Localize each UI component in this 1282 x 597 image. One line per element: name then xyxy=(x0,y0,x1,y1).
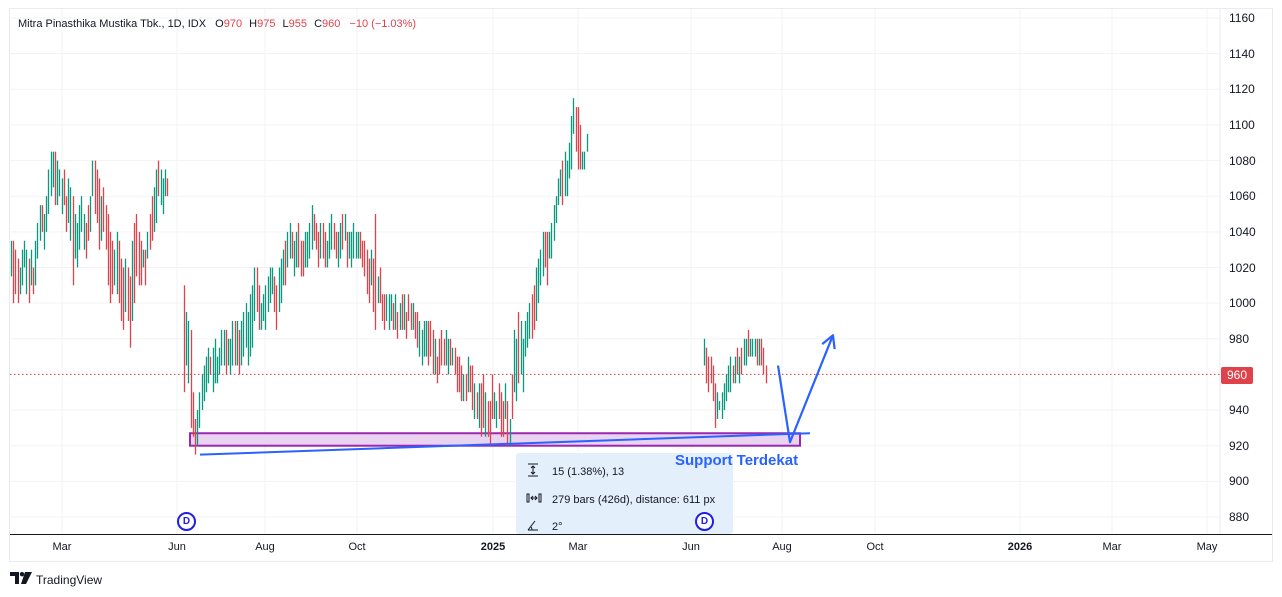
measure-price-text: 15 (1.38%), 13 xyxy=(552,465,625,478)
measure-angle-text: 2° xyxy=(552,520,563,533)
support-zone xyxy=(189,432,801,447)
horizontal-range-icon xyxy=(526,492,542,507)
dividend-marker[interactable]: D xyxy=(177,512,196,531)
close-label: C xyxy=(314,18,323,30)
angle-icon xyxy=(526,519,540,534)
time-tick-label: Oct xyxy=(866,541,884,553)
price-tick-label: 1080 xyxy=(1229,153,1256,168)
price-tick-label: 1160 xyxy=(1229,11,1255,25)
time-tick-label: Oct xyxy=(348,541,366,553)
price-tick-label: 940 xyxy=(1229,403,1250,418)
vertical-range-icon xyxy=(526,463,540,480)
price-tick-label: 920 xyxy=(1229,438,1250,453)
price-tick-label: 1140 xyxy=(1229,46,1255,61)
low-value: 955 xyxy=(288,18,307,30)
dividend-marker[interactable]: D xyxy=(695,512,714,531)
time-tick-label: Mar xyxy=(52,541,72,553)
measure-angle-row: 2° xyxy=(526,519,563,534)
price-tick-label: 1000 xyxy=(1229,296,1256,311)
grid-lines xyxy=(10,9,1220,534)
time-tick-label: Mar xyxy=(1102,541,1122,553)
price-tick-label: 880 xyxy=(1229,510,1250,524)
price-tick-label: 980 xyxy=(1229,331,1250,346)
last-price-tag: 960 xyxy=(1221,367,1253,384)
arrow-head-icon xyxy=(821,334,836,350)
measure-bars-text: 279 bars (426d), distance: 611 px xyxy=(552,493,716,506)
open-value: 970 xyxy=(223,18,243,30)
support-label[interactable]: Support Terdekat xyxy=(675,452,799,469)
time-tick-label: 2026 xyxy=(1007,541,1033,553)
low-label: L xyxy=(282,18,289,30)
price-tick-label: 900 xyxy=(1229,474,1250,489)
drawings xyxy=(199,334,836,456)
ohlc-bars xyxy=(10,98,1220,455)
price-tick-label: 1120 xyxy=(1229,82,1255,97)
time-tick-label: Jun xyxy=(168,541,186,553)
tradingview-brand: TradingView xyxy=(36,572,103,587)
price-tick-label: 1020 xyxy=(1229,260,1256,275)
time-tick-label: Aug xyxy=(255,541,275,553)
price-tick-label: 1060 xyxy=(1229,189,1256,204)
symbol-legend: Mitra Pinasthika Mustika Tbk., 1D, IDX O… xyxy=(18,18,416,30)
projection-arrow xyxy=(776,334,835,444)
time-tick-label: Mar xyxy=(568,541,588,553)
time-tick-label: Jun xyxy=(682,541,700,553)
time-tick-label: 2025 xyxy=(480,541,506,553)
high-value: 975 xyxy=(257,18,276,30)
change-value: −10 (−1.03%) xyxy=(349,18,417,30)
price-tick-label: 1040 xyxy=(1229,224,1256,239)
close-value: 960 xyxy=(322,18,341,30)
measure-bars-row: 279 bars (426d), distance: 611 px xyxy=(526,492,715,507)
tradingview-attribution[interactable]: TradingView xyxy=(10,572,102,587)
time-tick-label: May xyxy=(1196,541,1218,553)
high-label: H xyxy=(249,18,258,30)
price-tick-label: 1100 xyxy=(1229,117,1255,132)
symbol-title: Mitra Pinasthika Mustika Tbk., 1D, IDX xyxy=(18,18,207,30)
trendline xyxy=(199,432,811,456)
time-tick-label: Aug xyxy=(772,541,792,553)
open-label: O xyxy=(215,18,224,30)
measure-price-row: 15 (1.38%), 13 xyxy=(526,463,624,480)
tradingview-logo-icon xyxy=(10,572,32,587)
